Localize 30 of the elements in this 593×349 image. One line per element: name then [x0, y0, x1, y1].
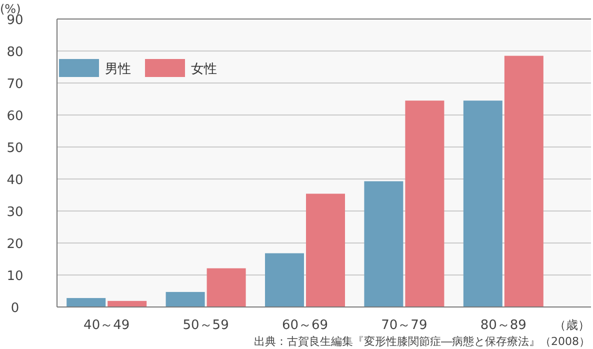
bar: [166, 292, 205, 307]
bar: [405, 100, 444, 307]
bar: [504, 56, 544, 307]
y-tick-label: 50: [6, 141, 24, 156]
y-axis-title: (%): [0, 2, 21, 16]
bar: [463, 100, 502, 307]
x-tick-label: 50～59: [182, 318, 229, 333]
x-tick-label: 80～89: [480, 318, 526, 333]
bar: [306, 194, 345, 307]
y-tick-label: 70: [6, 77, 24, 92]
y-tick-label: 40: [6, 173, 24, 188]
bar: [66, 298, 106, 307]
y-tick-label: 60: [6, 109, 24, 124]
legend-label: 女性: [191, 62, 217, 77]
legend-label: 男性: [105, 62, 131, 77]
y-tick-label: 10: [6, 269, 24, 284]
x-tick-label: 70～79: [381, 318, 428, 333]
source-note: 出典：古賀良生編集『変形性膝関節症―病態と保存療法』（2008）: [254, 335, 590, 348]
bar: [206, 268, 246, 307]
bar: [265, 253, 304, 307]
y-tick-label: 20: [6, 237, 24, 252]
y-tick-label: 80: [6, 45, 24, 60]
y-tick-label: 30: [6, 205, 24, 220]
x-tick-label: 60～69: [282, 318, 328, 333]
x-tick-label: 40～49: [84, 318, 130, 333]
bar: [108, 300, 147, 307]
y-tick-label: 0: [10, 301, 20, 316]
y-tick-label: 90: [6, 13, 24, 28]
bar: [364, 181, 404, 307]
x-axis-title: （歳）: [554, 318, 590, 332]
